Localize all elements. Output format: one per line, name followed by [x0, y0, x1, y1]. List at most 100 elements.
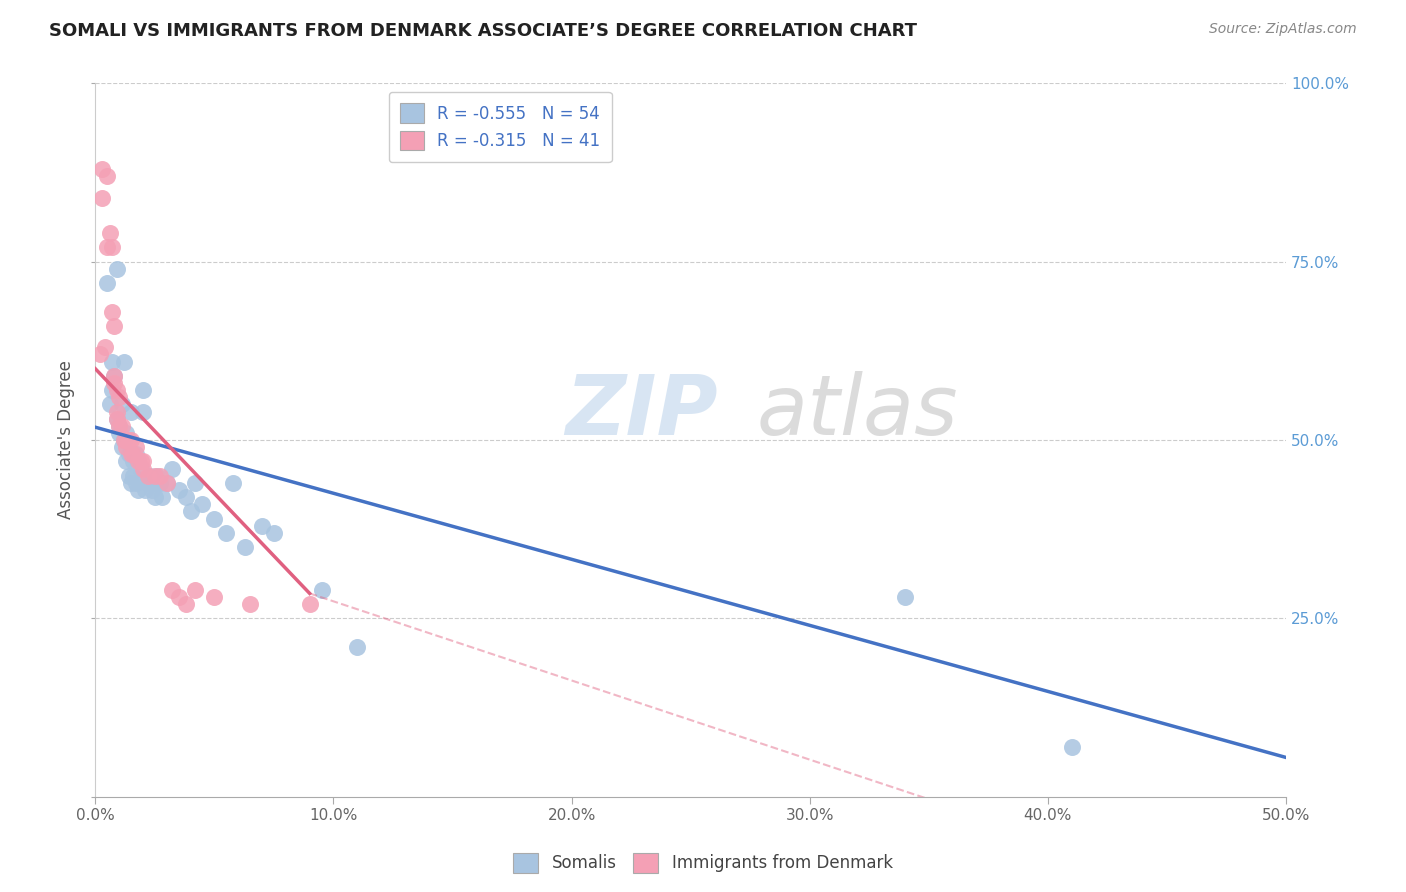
Point [108, 425, 131, 440]
Point [191, 497, 214, 511]
Point [103, 368, 125, 383]
Point [150, 490, 173, 504]
Point [127, 483, 149, 497]
Point [91, 161, 114, 176]
Point [136, 468, 159, 483]
Point [125, 440, 148, 454]
Point [127, 454, 149, 468]
Point [96, 169, 118, 183]
Point [156, 475, 179, 490]
Point [105, 404, 128, 418]
Point [184, 582, 207, 597]
Point [120, 447, 142, 461]
Point [143, 490, 166, 504]
Point [105, 411, 128, 425]
Point [894, 590, 917, 604]
Point [215, 525, 238, 540]
Point [122, 447, 145, 461]
Point [132, 404, 155, 418]
Point [108, 390, 131, 404]
Point [105, 261, 128, 276]
Point [174, 490, 197, 504]
Point [250, 518, 273, 533]
Point [103, 376, 125, 390]
Point [129, 461, 152, 475]
Point [143, 475, 166, 490]
Point [120, 475, 142, 490]
Point [96, 240, 118, 254]
Point [115, 440, 138, 454]
Text: ZIP: ZIP [565, 371, 718, 452]
Point [101, 240, 124, 254]
Legend: Somalis, Immigrants from Denmark: Somalis, Immigrants from Denmark [506, 847, 900, 880]
Point [101, 304, 124, 318]
Point [115, 433, 138, 447]
Point [149, 468, 172, 483]
Point [167, 590, 190, 604]
Point [122, 468, 145, 483]
Point [149, 475, 172, 490]
Point [125, 447, 148, 461]
Point [132, 383, 155, 397]
Point [160, 461, 183, 475]
Point [160, 582, 183, 597]
Point [110, 397, 132, 411]
Point [139, 468, 162, 483]
Point [122, 454, 145, 468]
Point [112, 433, 135, 447]
Point [91, 190, 114, 204]
Point [101, 354, 124, 368]
Point [141, 483, 163, 497]
Point [222, 475, 245, 490]
Point [110, 440, 132, 454]
Text: atlas: atlas [756, 371, 957, 452]
Point [127, 454, 149, 468]
Point [103, 318, 125, 333]
Point [118, 447, 141, 461]
Point [146, 468, 169, 483]
Point [105, 411, 128, 425]
Point [112, 433, 135, 447]
Point [94, 340, 117, 354]
Point [167, 483, 190, 497]
Point [101, 383, 124, 397]
Point [120, 433, 142, 447]
Point [120, 404, 142, 418]
Legend: R = -0.555   N = 54, R = -0.315   N = 41: R = -0.555 N = 54, R = -0.315 N = 41 [388, 92, 612, 162]
Point [112, 354, 135, 368]
Point [202, 590, 225, 604]
Point [110, 418, 132, 433]
Point [129, 454, 152, 468]
Y-axis label: Associate's Degree: Associate's Degree [58, 360, 75, 519]
Point [134, 483, 156, 497]
Point [98, 397, 121, 411]
Point [180, 504, 202, 518]
Point [263, 525, 285, 540]
Point [118, 468, 141, 483]
Point [108, 418, 131, 433]
Point [132, 454, 155, 468]
Point [103, 368, 125, 383]
Point [143, 468, 166, 483]
Point [105, 383, 128, 397]
Point [89, 347, 111, 361]
Point [108, 418, 131, 433]
Point [115, 425, 138, 440]
Point [132, 461, 155, 475]
Point [115, 454, 138, 468]
Text: Source: ZipAtlas.com: Source: ZipAtlas.com [1209, 22, 1357, 37]
Point [346, 640, 368, 654]
Point [136, 475, 159, 490]
Point [239, 597, 262, 611]
Text: SOMALI VS IMMIGRANTS FROM DENMARK ASSOCIATE’S DEGREE CORRELATION CHART: SOMALI VS IMMIGRANTS FROM DENMARK ASSOCI… [49, 22, 917, 40]
Point [311, 582, 333, 597]
Point [202, 511, 225, 525]
Point [184, 475, 207, 490]
Point [298, 597, 321, 611]
Point [98, 226, 121, 240]
Point [156, 475, 179, 490]
Point [118, 433, 141, 447]
Point [233, 540, 256, 554]
Point [1060, 739, 1083, 754]
Point [96, 276, 118, 290]
